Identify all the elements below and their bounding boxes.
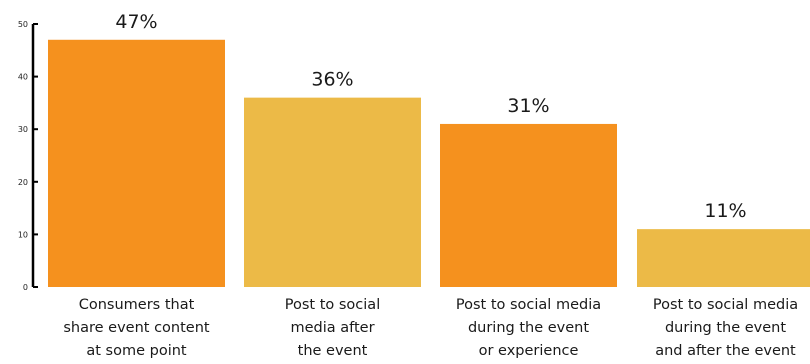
category-label: or experience	[479, 343, 579, 359]
data-label: 31%	[507, 95, 549, 117]
bar	[440, 123, 617, 287]
category-label: media after	[290, 320, 374, 336]
data-label: 47%	[115, 11, 157, 33]
bar	[637, 229, 810, 287]
category-label: Post to social media	[653, 297, 798, 313]
y-tick-label: 30	[18, 125, 28, 134]
y-tick-label: 0	[23, 283, 28, 292]
category-label: during the event	[468, 320, 589, 336]
y-axis: 0 10 20 30 40 50	[18, 20, 38, 292]
category-label: the event	[298, 343, 368, 359]
data-label: 11%	[704, 200, 746, 222]
data-labels: 47% 36% 31% 11%	[115, 11, 746, 222]
y-tick-label: 20	[18, 178, 28, 187]
category-label: Consumers that	[79, 297, 195, 313]
bars	[48, 39, 810, 287]
category-label: at some point	[86, 343, 187, 359]
bar	[244, 97, 421, 287]
category-label: share event content	[63, 320, 210, 336]
y-tick-label: 10	[18, 230, 28, 239]
category-label: Post to social	[285, 297, 380, 313]
category-labels: Consumers that share event content at some…	[63, 297, 798, 359]
data-label: 36%	[311, 69, 353, 91]
y-tick-label: 40	[18, 73, 28, 82]
y-tick-label: 50	[18, 20, 28, 29]
bar	[48, 39, 225, 287]
category-label: during the event	[665, 320, 786, 336]
category-label: Post to social media	[456, 297, 601, 313]
category-label: and after the event	[655, 343, 796, 359]
